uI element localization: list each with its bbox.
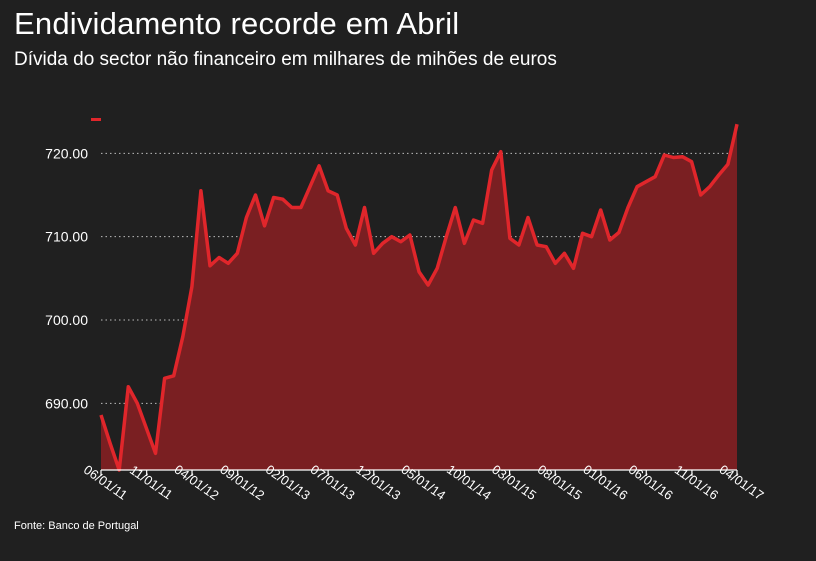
series-line (99, 123, 739, 472)
y-tick-label: 700.00 (45, 312, 88, 328)
y-tick-label: 720.00 (45, 145, 88, 161)
y-tick-label: 710.00 (45, 229, 88, 245)
chart-title: Endividamento recorde em Abril (14, 6, 460, 41)
y-tick-label: 690.00 (45, 395, 88, 411)
chart-subtitle: Dívida do sector não financeiro em milha… (14, 49, 557, 70)
y-axis-ticks: 690.00 700.00 710.00 720.00 (45, 145, 88, 411)
legend-marker (91, 118, 101, 121)
series-area (101, 124, 737, 470)
source-note: Fonte: Banco de Portugal (14, 520, 139, 532)
x-tick-label: 04/01/17 (717, 462, 767, 503)
